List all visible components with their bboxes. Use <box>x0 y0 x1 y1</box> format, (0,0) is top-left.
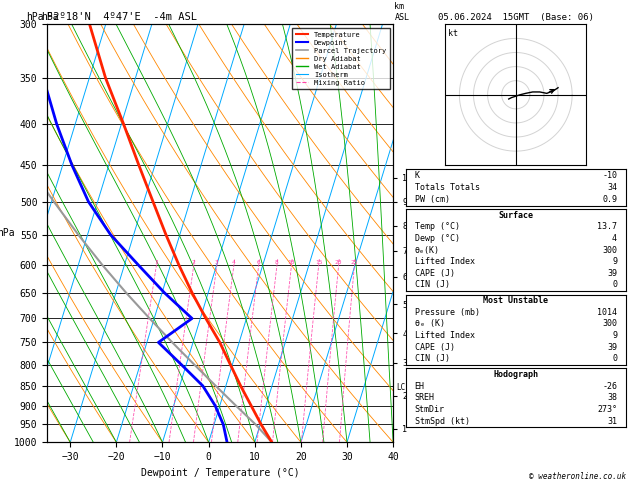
Text: -26: -26 <box>602 382 617 391</box>
Text: 13.7: 13.7 <box>597 223 617 231</box>
Text: LCL: LCL <box>397 383 411 392</box>
Text: 0: 0 <box>612 354 617 363</box>
Text: 34: 34 <box>607 183 617 192</box>
Text: K: K <box>415 171 420 180</box>
Text: kt: kt <box>448 29 458 37</box>
Text: 10: 10 <box>288 260 295 265</box>
Text: hPa: hPa <box>41 12 58 22</box>
Text: Hodograph: Hodograph <box>493 370 538 379</box>
X-axis label: Dewpoint / Temperature (°C): Dewpoint / Temperature (°C) <box>141 468 299 478</box>
Text: Lifted Index: Lifted Index <box>415 331 474 340</box>
Text: 273°: 273° <box>597 405 617 414</box>
Text: 0: 0 <box>612 280 617 289</box>
Text: 31: 31 <box>607 417 617 426</box>
Text: 0.9: 0.9 <box>602 195 617 204</box>
Text: 05.06.2024  15GMT  (Base: 06): 05.06.2024 15GMT (Base: 06) <box>438 13 594 22</box>
Text: 3: 3 <box>215 260 219 265</box>
Text: km
ASL: km ASL <box>394 2 409 22</box>
Text: 52º18'N  4º47'E  -4m ASL: 52º18'N 4º47'E -4m ASL <box>47 12 197 22</box>
Text: 300: 300 <box>602 245 617 255</box>
Text: 15: 15 <box>315 260 323 265</box>
Y-axis label: hPa: hPa <box>0 228 14 238</box>
Text: θₑ(K): θₑ(K) <box>415 245 440 255</box>
Legend: Temperature, Dewpoint, Parcel Trajectory, Dry Adiabat, Wet Adiabat, Isotherm, Mi: Temperature, Dewpoint, Parcel Trajectory… <box>292 28 389 89</box>
Text: CIN (J): CIN (J) <box>415 354 450 363</box>
Text: StmSpd (kt): StmSpd (kt) <box>415 417 469 426</box>
Text: Temp (°C): Temp (°C) <box>415 223 460 231</box>
Text: Pressure (mb): Pressure (mb) <box>415 308 479 316</box>
Text: Dewp (°C): Dewp (°C) <box>415 234 460 243</box>
Text: 4: 4 <box>612 234 617 243</box>
Text: Totals Totals: Totals Totals <box>415 183 479 192</box>
Text: 39: 39 <box>607 343 617 351</box>
Text: 9: 9 <box>612 257 617 266</box>
Text: Most Unstable: Most Unstable <box>483 296 548 305</box>
Text: Surface: Surface <box>498 211 533 220</box>
Text: 1014: 1014 <box>597 308 617 316</box>
Text: 8: 8 <box>275 260 279 265</box>
Text: CAPE (J): CAPE (J) <box>415 343 455 351</box>
Text: 2: 2 <box>192 260 196 265</box>
Text: 20: 20 <box>335 260 342 265</box>
Text: -10: -10 <box>602 171 617 180</box>
Text: hPa: hPa <box>26 12 44 22</box>
Text: EH: EH <box>415 382 425 391</box>
Text: CAPE (J): CAPE (J) <box>415 269 455 278</box>
Text: 6: 6 <box>257 260 260 265</box>
Text: 38: 38 <box>607 393 617 402</box>
Text: CIN (J): CIN (J) <box>415 280 450 289</box>
Text: 39: 39 <box>607 269 617 278</box>
Text: StmDir: StmDir <box>415 405 445 414</box>
Text: PW (cm): PW (cm) <box>415 195 450 204</box>
Text: © weatheronline.co.uk: © weatheronline.co.uk <box>529 472 626 481</box>
Text: 9: 9 <box>612 331 617 340</box>
Text: Lifted Index: Lifted Index <box>415 257 474 266</box>
Text: SREH: SREH <box>415 393 435 402</box>
Text: 4: 4 <box>232 260 236 265</box>
Text: θₑ (K): θₑ (K) <box>415 319 445 328</box>
Text: 1: 1 <box>155 260 159 265</box>
Text: 25: 25 <box>351 260 359 265</box>
Text: 300: 300 <box>602 319 617 328</box>
